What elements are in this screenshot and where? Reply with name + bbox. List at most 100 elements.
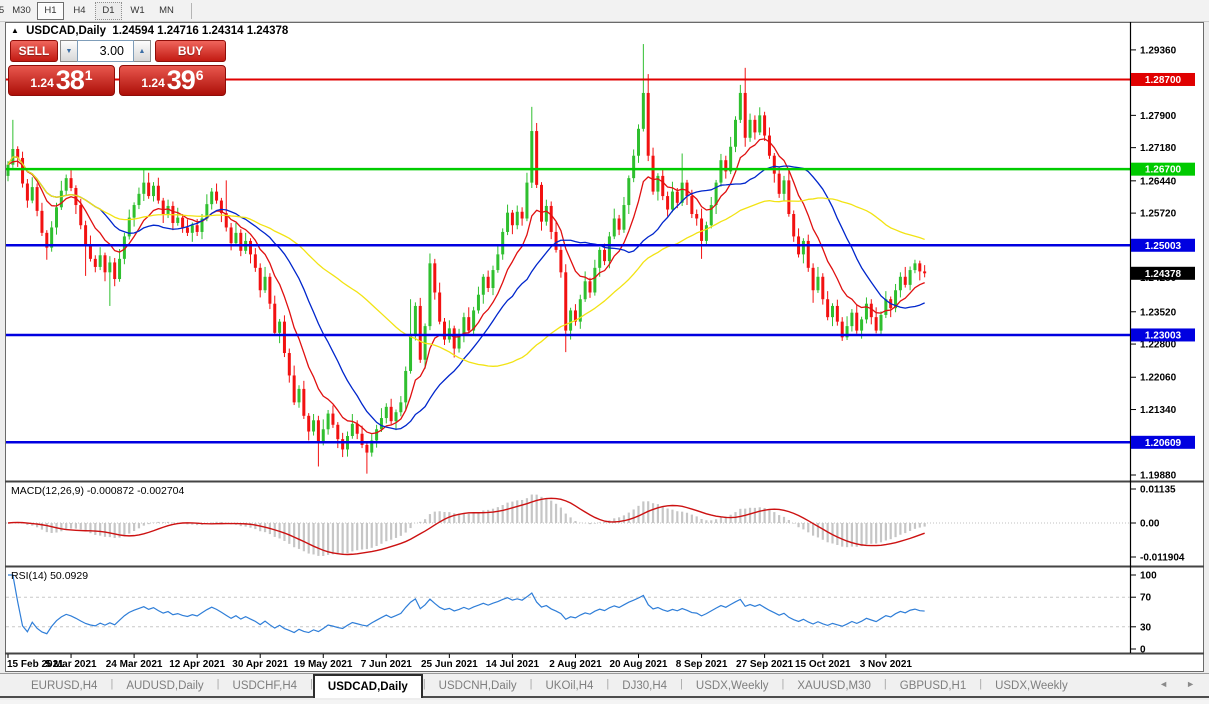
tab-divider: | (781, 677, 785, 690)
timeframe-button-MN[interactable]: MN (159, 5, 174, 16)
rsi-indicator-label: RSI(14) 50.0929 (11, 570, 89, 582)
buy-button[interactable]: BUY (155, 40, 226, 62)
timeframe-button-H1[interactable]: H1 (37, 1, 64, 20)
chart-window-frame (5, 22, 1204, 672)
timeframe-button-H4[interactable]: H4 (73, 5, 86, 16)
price-tag-label: 1.24378 (1145, 269, 1182, 280)
volume-input[interactable] (77, 40, 134, 62)
date-axis-label: 2 Aug 2021 (549, 659, 602, 670)
tab-divider: | (529, 677, 533, 690)
tab-divider: | (883, 677, 887, 690)
tab-divider: | (680, 677, 683, 690)
chart-tab-AUDUSD-Daily[interactable]: AUDUSD,Daily (126, 679, 204, 692)
price-tag-label: 1.25003 (1145, 241, 1182, 252)
date-axis-label: 12 Apr 2021 (169, 659, 225, 670)
chart-tab-USDX-Weekly[interactable]: USDX,Weekly (695, 679, 769, 692)
date-axis-label: 5 Mar 2021 (45, 659, 97, 670)
buy-price-prefix: 1.24 (141, 76, 165, 90)
ma-line-fast (7, 138, 925, 435)
rsi-axis-label: 30 (1140, 622, 1152, 633)
chart-tab-UKOil-H4[interactable]: UKOil,H4 (545, 679, 594, 692)
macd-axis-label: -0.011904 (1140, 553, 1185, 564)
sell-price-pip: 1 (84, 67, 93, 83)
rsi-line (8, 574, 925, 635)
timeframe-button-5[interactable]: 5 (0, 5, 5, 16)
price-axis-label: 1.21340 (1140, 405, 1177, 416)
tab-divider: | (216, 677, 220, 690)
price-tag-label: 1.26700 (1145, 165, 1182, 176)
price-tag-label: 1.23003 (1145, 330, 1182, 341)
price-axis-label: 1.22060 (1140, 373, 1177, 384)
moving-averages (7, 138, 925, 435)
price-line-tag (1131, 435, 1195, 449)
status-strip (0, 700, 1209, 704)
price-axis-label: 1.26440 (1140, 176, 1177, 187)
price-axis-label: 1.23520 (1140, 307, 1177, 318)
price-axis-label: 1.19880 (1140, 471, 1177, 482)
rsi-axis-label: 0 (1140, 645, 1146, 656)
buy-price-box[interactable]: 1.24 39 6 (119, 65, 226, 96)
sell-button[interactable]: SELL (10, 40, 58, 62)
date-axis-label: 20 Aug 2021 (610, 659, 668, 670)
date-axis-label: 24 Mar 2021 (106, 659, 163, 670)
date-axis-label: 15 Feb 2021 (7, 659, 64, 670)
volume-decrease-button[interactable]: ▼ (60, 40, 77, 62)
date-axis-label: 8 Sep 2021 (676, 659, 728, 670)
price-axis-label: 1.25720 (1140, 209, 1177, 220)
tab-divider: | (606, 677, 610, 690)
buy-price-main: 39 (166, 65, 196, 96)
date-axis-label: 27 Sep 2021 (736, 659, 794, 670)
chart-tab-GBPUSD-H1[interactable]: GBPUSD,H1 (899, 679, 967, 692)
timeframe-button-D1[interactable]: D1 (95, 1, 122, 20)
chart-title: ▲ USDCAD,Daily 1.24594 1.24716 1.24314 1… (11, 25, 288, 37)
date-axis-label: 25 Jun 2021 (421, 659, 478, 670)
tab-divider: | (979, 677, 983, 690)
chevron-up-icon: ▲ (138, 47, 146, 55)
chart-tab-EURUSD-H4[interactable]: EURUSD,H4 (31, 679, 98, 692)
sell-price-box[interactable]: 1.24 38 1 (8, 65, 115, 96)
date-axis-label: 19 May 2021 (294, 659, 353, 670)
tab-scroll-left-icon[interactable]: ◄ (1159, 679, 1169, 689)
macd-indicator-label: MACD(12,26,9) -0.000872 -0.002704 (11, 485, 185, 497)
price-line-tag (1131, 238, 1195, 252)
timeframe-toolbar: 5 M30 H1 H4 D1 W1 MN (0, 0, 1209, 22)
sell-price-main: 38 (55, 65, 85, 96)
date-axis-label: 7 Jun 2021 (361, 659, 413, 670)
price-axis-label: 1.29360 (1140, 45, 1177, 56)
chart-tab-USDCAD-Daily[interactable]: USDCAD,Daily (312, 674, 423, 698)
tab-divider: | (310, 677, 313, 690)
date-axis-label: 30 Apr 2021 (232, 659, 288, 670)
one-click-trading-panel: SELL ▼ ▲ BUY 1.24 38 1 1.24 39 6 (8, 40, 226, 96)
chart-tab-USDCHF-H4[interactable]: USDCHF,H4 (232, 679, 298, 692)
collapse-panel-icon[interactable]: ▲ (11, 26, 19, 35)
tab-divider: | (110, 677, 114, 690)
chart-tab-XAUUSD-M30[interactable]: XAUUSD,M30 (797, 679, 871, 692)
price-line-tag (1131, 72, 1195, 86)
timeframe-button-M30[interactable]: M30 (12, 5, 31, 16)
chart-ohlc-values: 1.24594 1.24716 1.24314 1.24378 (112, 25, 289, 37)
chart-tab-bar: EURUSD,H4 | AUDUSD,Daily | USDCHF,H4 | USDCAD,… (0, 673, 1209, 698)
chevron-down-icon: ▼ (65, 47, 73, 55)
date-axis-label: 3 Nov 2021 (860, 659, 913, 670)
chart-symbol-label: USDCAD,Daily (26, 25, 107, 37)
date-axis-label: 15 Oct 2021 (795, 659, 851, 670)
volume-increase-button[interactable]: ▲ (134, 40, 151, 62)
date-axis-label: 14 Jul 2021 (486, 659, 540, 670)
chart-tab-DJ30-H4[interactable]: DJ30,H4 (622, 679, 668, 692)
price-axis-label: 1.27900 (1140, 111, 1177, 122)
chart-tab-USDCNH-Daily[interactable]: USDCNH,Daily (438, 679, 517, 692)
tab-scroll-right-icon[interactable]: ► (1186, 679, 1195, 689)
toolbar-separator (191, 2, 192, 19)
rsi-axis-label: 70 (1140, 593, 1152, 604)
macd-signal-line (7, 497, 925, 556)
price-axis-label: 1.22800 (1140, 340, 1177, 351)
rsi-axis-label: 100 (1140, 571, 1157, 582)
timeframe-button-W1[interactable]: W1 (130, 5, 145, 16)
price-axis-label: 1.27180 (1140, 143, 1177, 154)
price-tag-label: 1.20609 (1145, 438, 1182, 449)
chart-tab-USDX-Weekly[interactable]: USDX,Weekly (995, 679, 1068, 692)
price-line-tag (1131, 162, 1195, 176)
price-line-tag (1131, 328, 1195, 342)
